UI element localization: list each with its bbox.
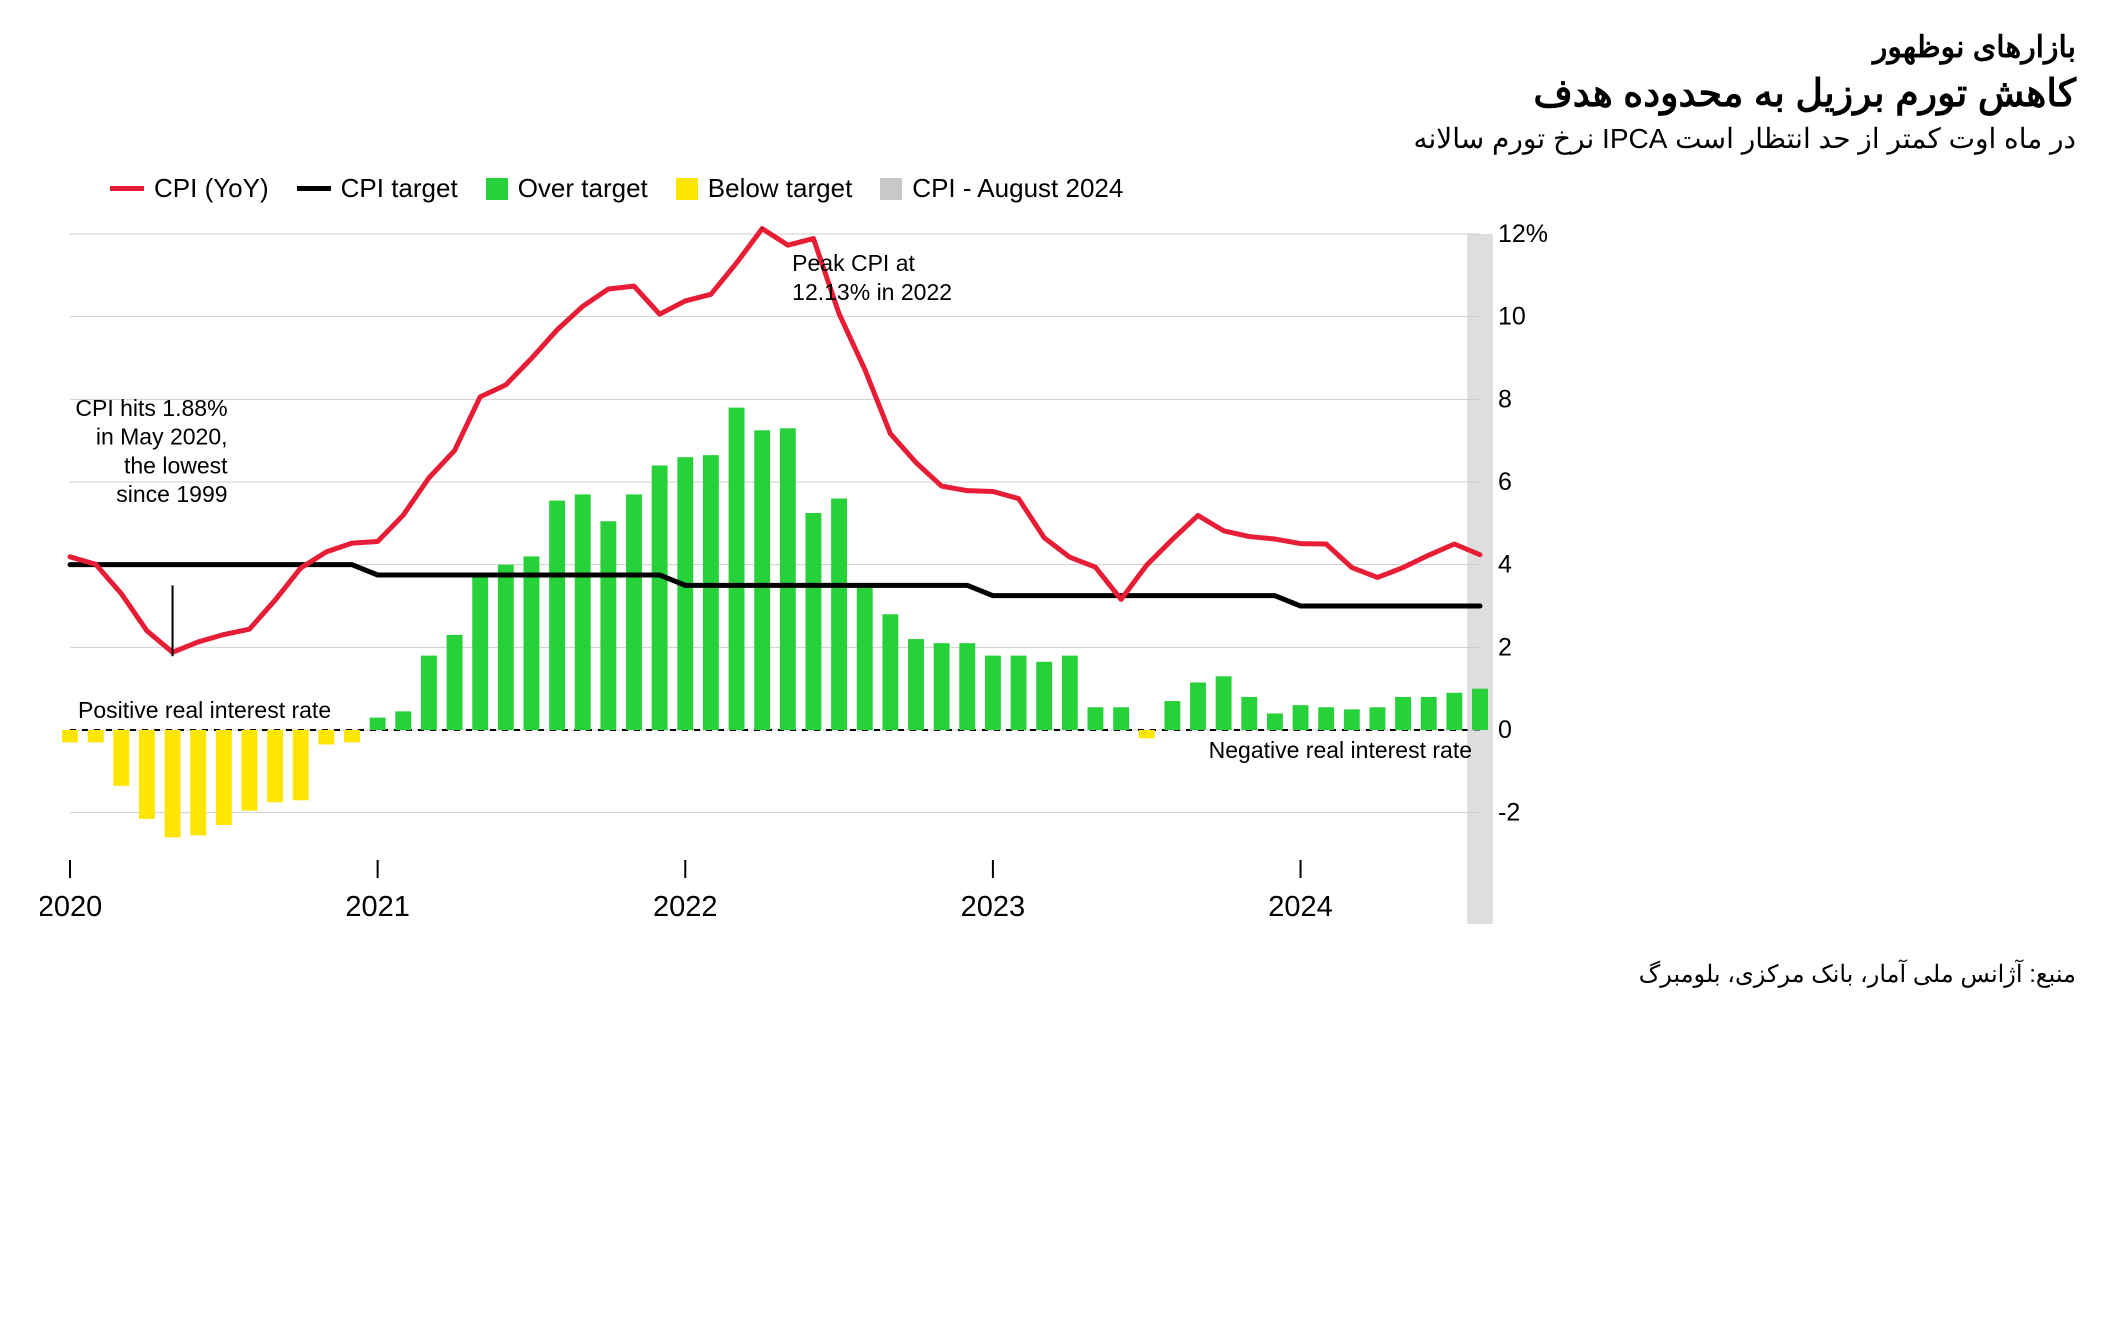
eyebrow: بازارهای نوظهور	[40, 30, 2076, 65]
legend-cpi: CPI (YoY)	[110, 173, 269, 204]
svg-text:2020: 2020	[40, 891, 102, 923]
legend-below-label: Below target	[708, 173, 853, 204]
svg-text:0: 0	[1498, 716, 1512, 744]
legend-aug: CPI - August 2024	[880, 173, 1123, 204]
svg-text:2: 2	[1498, 633, 1512, 661]
svg-text:6: 6	[1498, 468, 1512, 496]
swatch-target-line	[297, 186, 331, 191]
combo-chart: -2 0 2 4 6 8 10 12% 2020 2021 2022 2023 2024 CPI hits…	[40, 214, 1570, 934]
legend-below: Below target	[676, 173, 853, 204]
svg-text:CPI hits 1.88%in May 2020,the: CPI hits 1.88%in May 2020,the lowestsinc…	[75, 395, 228, 507]
subhead: در ماه اوت کمتر از حد انتظار است IPCA نر…	[40, 122, 2076, 155]
svg-text:Negative real interest rate: Negative real interest rate	[1209, 737, 1472, 763]
swatch-aug-box	[880, 178, 902, 200]
svg-text:8: 8	[1498, 385, 1512, 413]
swatch-below-box	[676, 178, 698, 200]
legend-cpi-label: CPI (YoY)	[154, 173, 269, 204]
svg-text:Peak CPI at12.13% in 2022: Peak CPI at12.13% in 2022	[792, 250, 952, 305]
source-line: منبع: آژانس ملی آمار، بانک مرکزی، بلومبر…	[40, 960, 2076, 989]
swatch-over-box	[486, 178, 508, 200]
svg-text:4: 4	[1498, 551, 1512, 579]
svg-text:-2: -2	[1498, 799, 1520, 827]
svg-text:10: 10	[1498, 303, 1526, 331]
svg-text:Positive real interest rate: Positive real interest rate	[78, 697, 331, 723]
legend-over: Over target	[486, 173, 648, 204]
svg-text:12%: 12%	[1498, 220, 1548, 248]
legend-over-label: Over target	[518, 173, 648, 204]
svg-text:2024: 2024	[1268, 891, 1333, 923]
legend-target-label: CPI target	[341, 173, 458, 204]
legend-aug-label: CPI - August 2024	[912, 173, 1123, 204]
svg-text:2021: 2021	[345, 891, 410, 923]
swatch-cpi-line	[110, 186, 144, 191]
svg-text:2023: 2023	[961, 891, 1026, 923]
legend: CPI (YoY) CPI target Over target Below t…	[40, 173, 2076, 204]
chart-container: -2 0 2 4 6 8 10 12% 2020 2021 2022 2023 2024 CPI hits…	[40, 214, 2076, 934]
legend-target: CPI target	[297, 173, 458, 204]
headline: کاهش تورم برزیل به محدوده هدف	[40, 71, 2076, 116]
svg-text:2022: 2022	[653, 891, 718, 923]
